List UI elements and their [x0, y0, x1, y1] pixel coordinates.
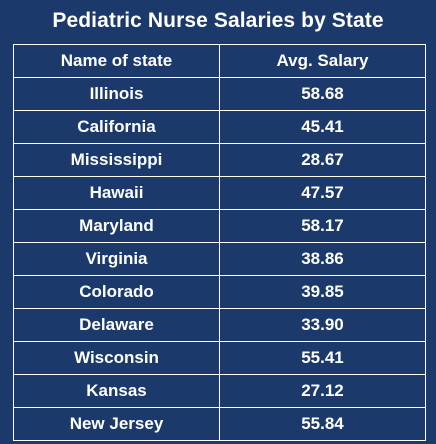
table-body: Illinois 58.68 California 45.41 Mississippi 2… [13, 77, 426, 441]
state-cell: Hawaii [13, 176, 220, 210]
salary-cell: 55.84 [219, 407, 426, 441]
column-header-state: Name of state [13, 44, 220, 78]
salary-table-container: Name of state Avg. Salary Illinois 58.68 C… [13, 44, 426, 444]
column-header-salary: Avg. Salary [219, 44, 426, 78]
salary-cell: 58.68 [219, 77, 426, 111]
table-row: Hawaii 47.57 [13, 176, 426, 210]
salary-cell: 38.86 [219, 242, 426, 276]
table-row: Maryland 58.17 [13, 209, 426, 243]
table-row: Kansas 27.12 [13, 374, 426, 408]
chart-title: Pediatric Nurse Salaries by State [52, 9, 384, 32]
salary-cell: 27.12 [219, 374, 426, 408]
salary-table: Name of state Avg. Salary Illinois 58.68 C… [13, 44, 426, 441]
salary-cell: 39.85 [219, 275, 426, 309]
table-row: New Jersey 55.84 [13, 407, 426, 441]
state-cell: Illinois [13, 77, 220, 111]
salary-cell: 55.41 [219, 341, 426, 375]
table-row: Colorado 39.85 [13, 275, 426, 309]
state-cell: New Jersey [13, 407, 220, 441]
table-row: Wisconsin 55.41 [13, 341, 426, 375]
salary-cell: 28.67 [219, 143, 426, 177]
table-row: California 45.41 [13, 110, 426, 144]
salary-cell: 58.17 [219, 209, 426, 243]
table-header-row: Name of state Avg. Salary [13, 44, 426, 78]
state-cell: Delaware [13, 308, 220, 342]
salary-cell: 47.57 [219, 176, 426, 210]
state-cell: California [13, 110, 220, 144]
salary-cell: 33.90 [219, 308, 426, 342]
state-cell: Maryland [13, 209, 220, 243]
state-cell: Virginia [13, 242, 220, 276]
table-row: Delaware 33.90 [13, 308, 426, 342]
table-row: Virginia 38.86 [13, 242, 426, 276]
state-cell: Colorado [13, 275, 220, 309]
state-cell: Mississippi [13, 143, 220, 177]
state-cell: Kansas [13, 374, 220, 408]
table-row: Mississippi 28.67 [13, 143, 426, 177]
salary-cell: 45.41 [219, 110, 426, 144]
table-row: Illinois 58.68 [13, 77, 426, 111]
state-cell: Wisconsin [13, 341, 220, 375]
